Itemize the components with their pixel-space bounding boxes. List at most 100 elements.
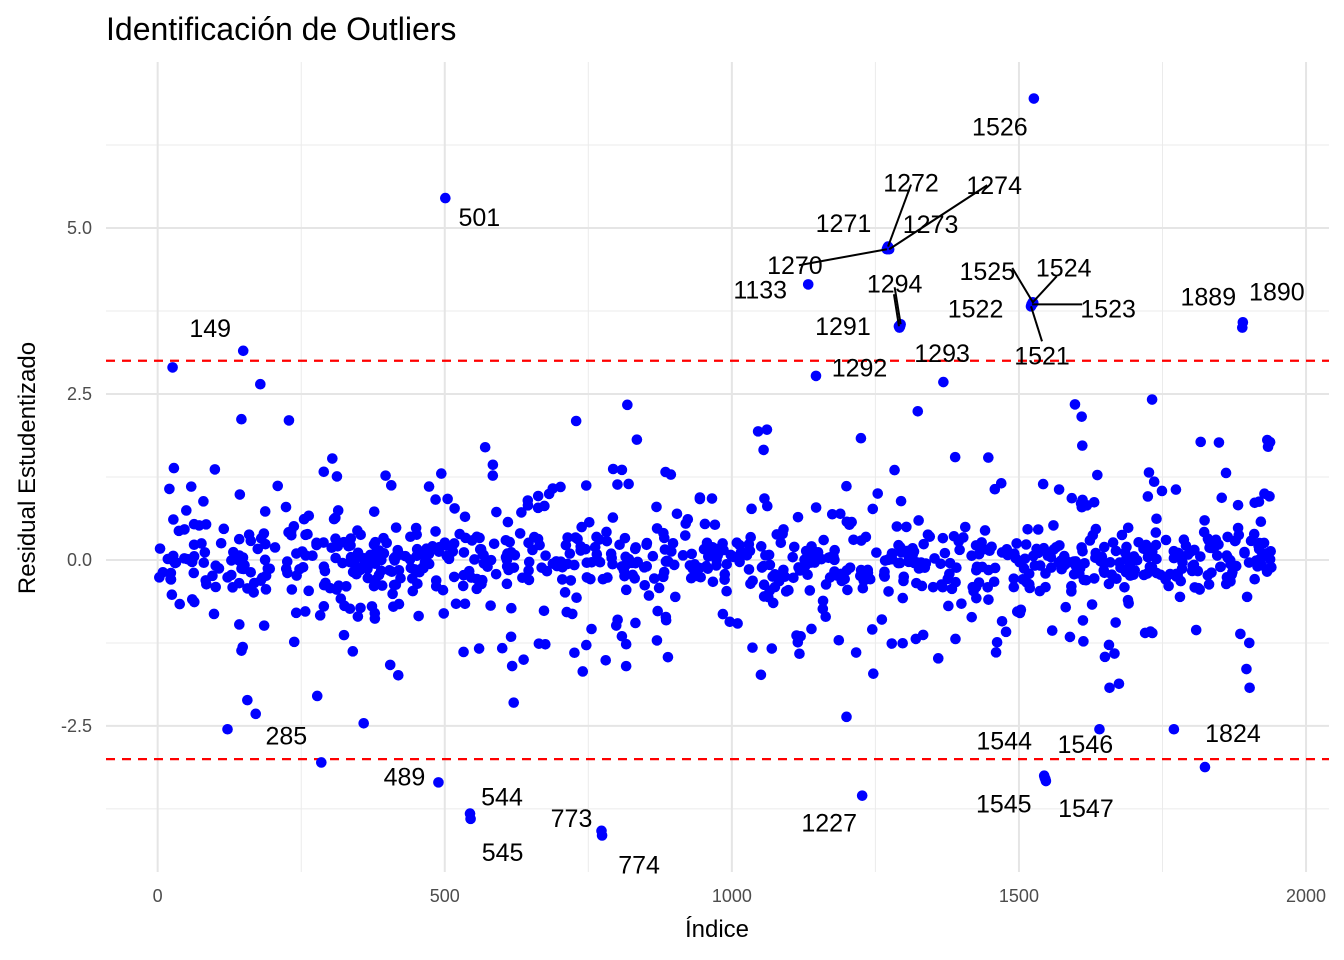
residual-point — [485, 600, 496, 611]
residual-point — [540, 550, 551, 561]
residual-point — [369, 607, 381, 619]
residual-point — [471, 573, 483, 585]
residual-point — [326, 542, 337, 554]
residual-point — [1142, 491, 1154, 502]
residual-point — [448, 571, 460, 583]
residual-point — [826, 508, 838, 520]
outlier-label: 1890 — [1249, 278, 1305, 306]
residual-point — [423, 481, 435, 492]
residual-point — [711, 560, 722, 571]
residual-point — [1017, 574, 1029, 585]
label-connector — [798, 248, 888, 267]
residual-point — [1143, 550, 1154, 562]
residual-point — [983, 452, 994, 463]
residual-point — [657, 571, 669, 582]
residual-point — [1060, 601, 1072, 613]
residual-point — [181, 505, 192, 516]
residual-point — [260, 584, 272, 595]
residual-point — [1128, 551, 1140, 562]
residual-point — [1163, 580, 1174, 592]
residual-point — [886, 638, 898, 649]
residual-point — [1011, 538, 1022, 549]
residual-point — [680, 518, 692, 529]
residual-point — [547, 483, 559, 494]
residual-point — [607, 558, 618, 570]
residual-point — [300, 529, 311, 541]
residual-point — [222, 723, 233, 735]
residual-point — [264, 563, 276, 575]
outlier-label: 1294 — [867, 270, 923, 298]
outlier-label: 1824 — [1205, 720, 1261, 748]
residual-point — [1235, 628, 1246, 640]
residual-point — [669, 591, 681, 603]
residual-point — [1253, 543, 1265, 555]
residual-point — [967, 581, 979, 593]
residual-point — [1174, 548, 1185, 560]
residual-point — [280, 563, 292, 575]
residual-point — [1053, 484, 1065, 495]
outlier-label: 544 — [481, 784, 523, 812]
residual-point — [627, 569, 639, 581]
residual-point — [979, 525, 991, 536]
residual-point — [496, 642, 508, 654]
residual-point — [1143, 467, 1155, 478]
residual-point — [810, 502, 822, 513]
residual-point — [236, 413, 247, 425]
residual-point — [916, 580, 928, 592]
residual-point — [532, 490, 544, 502]
residual-point — [792, 511, 804, 523]
y-axis-title: Residual Estudentizado — [14, 342, 41, 594]
residual-point — [886, 553, 898, 565]
residual-point — [442, 493, 453, 505]
residual-point — [1077, 440, 1088, 451]
residual-point — [1078, 574, 1090, 586]
outlier-label: 1525 — [959, 258, 1015, 286]
x-tick-label: 2000 — [1286, 886, 1326, 906]
residual-point — [330, 533, 341, 544]
residual-point — [571, 592, 582, 604]
outlier-point — [1040, 775, 1052, 787]
residual-point — [1188, 559, 1200, 571]
outlier-point — [596, 830, 608, 841]
residual-point — [242, 694, 253, 706]
residual-point — [199, 547, 211, 558]
outlier-label: 489 — [384, 763, 426, 791]
data-points — [154, 93, 1277, 841]
residual-point — [956, 598, 967, 609]
residual-point — [458, 646, 469, 658]
residual-point — [441, 550, 453, 562]
residual-point — [1177, 556, 1188, 568]
residual-point — [937, 532, 949, 544]
residual-point — [358, 717, 370, 729]
outlier-label: 1274 — [966, 172, 1022, 200]
residual-point — [1122, 522, 1134, 534]
outlier-label: 1524 — [1036, 254, 1092, 282]
residual-point — [1168, 723, 1180, 735]
residual-point — [668, 559, 680, 571]
residual-point — [173, 525, 185, 537]
residual-point — [1098, 558, 1110, 570]
residual-point — [804, 585, 816, 596]
residual-point — [692, 570, 704, 582]
x-tick-label: 0 — [153, 886, 163, 906]
label-connector — [1030, 306, 1043, 342]
outlier-label: 1227 — [801, 810, 857, 838]
residual-point — [258, 620, 270, 631]
residual-point — [699, 518, 711, 530]
residual-point — [168, 514, 179, 525]
residual-point — [1241, 591, 1253, 603]
residual-point — [471, 583, 483, 595]
residual-point — [948, 531, 960, 542]
residual-point — [413, 610, 424, 622]
residual-point — [932, 653, 944, 664]
residual-point — [430, 526, 441, 537]
residual-point — [989, 483, 1001, 495]
residual-point — [438, 608, 450, 619]
residual-point — [833, 634, 845, 646]
residual-point — [666, 546, 677, 557]
residual-point — [929, 553, 940, 564]
chart-title: Identificación de Outliers — [106, 11, 456, 47]
residual-point — [601, 526, 612, 538]
residual-point — [291, 570, 302, 581]
residual-point — [760, 550, 771, 561]
